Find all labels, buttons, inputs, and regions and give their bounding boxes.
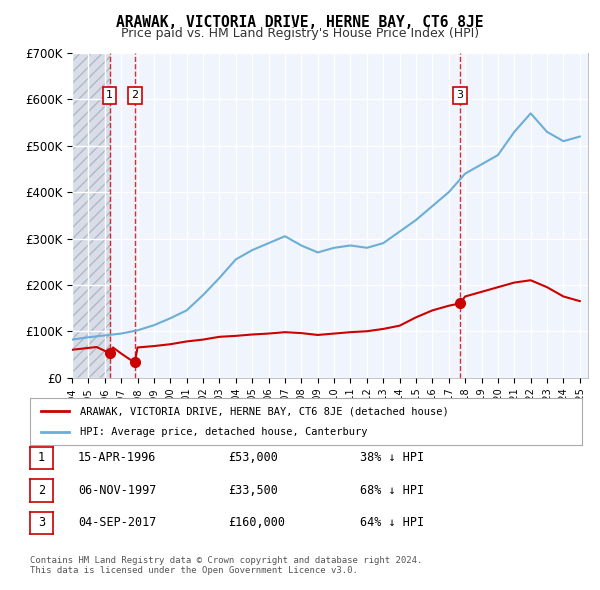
- Text: HPI: Average price, detached house, Canterbury: HPI: Average price, detached house, Cant…: [80, 427, 367, 437]
- Text: Contains HM Land Registry data © Crown copyright and database right 2024.
This d: Contains HM Land Registry data © Crown c…: [30, 556, 422, 575]
- Text: 04-SEP-2017: 04-SEP-2017: [78, 516, 157, 529]
- Bar: [72, 53, 110, 378]
- Text: 38% ↓ HPI: 38% ↓ HPI: [360, 451, 424, 464]
- Text: £53,000: £53,000: [228, 451, 278, 464]
- Text: 64% ↓ HPI: 64% ↓ HPI: [360, 516, 424, 529]
- Text: 68% ↓ HPI: 68% ↓ HPI: [360, 484, 424, 497]
- Bar: [72, 53, 110, 378]
- Text: 15-APR-1996: 15-APR-1996: [78, 451, 157, 464]
- Text: ARAWAK, VICTORIA DRIVE, HERNE BAY, CT6 8JE: ARAWAK, VICTORIA DRIVE, HERNE BAY, CT6 8…: [116, 15, 484, 30]
- Text: Price paid vs. HM Land Registry's House Price Index (HPI): Price paid vs. HM Land Registry's House …: [121, 27, 479, 40]
- Text: 1: 1: [38, 451, 45, 464]
- Text: £160,000: £160,000: [228, 516, 285, 529]
- Text: £33,500: £33,500: [228, 484, 278, 497]
- Text: 1: 1: [106, 90, 113, 100]
- Text: 2: 2: [131, 90, 139, 100]
- Text: 06-NOV-1997: 06-NOV-1997: [78, 484, 157, 497]
- Text: 2: 2: [38, 484, 45, 497]
- Text: 3: 3: [457, 90, 463, 100]
- Text: 3: 3: [38, 516, 45, 529]
- Text: ARAWAK, VICTORIA DRIVE, HERNE BAY, CT6 8JE (detached house): ARAWAK, VICTORIA DRIVE, HERNE BAY, CT6 8…: [80, 407, 448, 417]
